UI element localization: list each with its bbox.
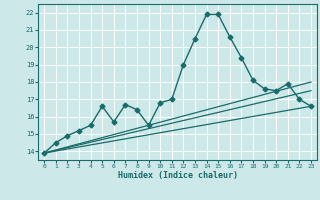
X-axis label: Humidex (Indice chaleur): Humidex (Indice chaleur): [118, 171, 238, 180]
